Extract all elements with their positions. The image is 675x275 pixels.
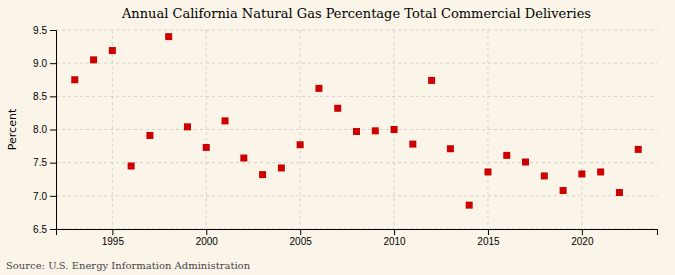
- point: [334, 105, 341, 112]
- point: [522, 159, 529, 166]
- tick-mark: [50, 163, 56, 164]
- point: [372, 127, 379, 134]
- tick: 2000: [196, 229, 219, 247]
- tick: 7.5: [33, 157, 56, 168]
- tick-mark: [394, 229, 395, 235]
- tick: 2020: [571, 229, 594, 247]
- tick-mark: [300, 229, 301, 235]
- y-axis-title: Percent: [6, 108, 19, 150]
- tick: 7.0: [33, 191, 56, 202]
- point: [278, 164, 285, 171]
- point: [635, 146, 642, 153]
- background: [0, 0, 675, 275]
- grid: [56, 30, 657, 229]
- point: [391, 126, 398, 133]
- point: [297, 141, 304, 148]
- point: [484, 168, 491, 175]
- point: [447, 145, 454, 152]
- tick-label: 8.5: [33, 91, 47, 102]
- title: Annual California Natural Gas Percentage…: [121, 6, 591, 21]
- tick-label: 9.5: [33, 25, 47, 36]
- point: [560, 187, 567, 194]
- point: [90, 56, 97, 63]
- tick: 1995: [102, 229, 125, 247]
- grid-line-x: [300, 30, 301, 229]
- tick-mark: [206, 229, 207, 235]
- point: [466, 202, 473, 209]
- grid-line-y: [56, 96, 657, 97]
- tick: 2005: [290, 229, 313, 247]
- tick-label: 2010: [383, 236, 406, 247]
- point: [222, 117, 229, 124]
- tick: 8.0: [33, 124, 56, 135]
- grid-line-y: [56, 195, 657, 196]
- points: [71, 33, 641, 208]
- point: [315, 85, 322, 92]
- axis-line: [50, 31, 57, 230]
- point: [146, 132, 153, 139]
- tick: 9.0: [33, 58, 56, 69]
- tick-label: 7.0: [33, 191, 47, 202]
- point: [428, 77, 435, 84]
- tick-label: 7.5: [33, 157, 47, 168]
- point: [71, 76, 78, 83]
- tick-mark: [488, 229, 489, 235]
- tick-label: 2015: [477, 236, 500, 247]
- tick: 9.5: [33, 25, 56, 36]
- tick-mark: [50, 229, 56, 230]
- tick: 8.5: [33, 91, 56, 102]
- grid-line-x: [487, 30, 488, 229]
- tick-label: 6.5: [33, 224, 47, 235]
- plot-area: 1995 2000 2005 2010 2015 2020 6.5 7.0 7.5 8.0 8.5 9…: [33, 25, 657, 247]
- point: [541, 172, 548, 179]
- tick-mark: [50, 63, 56, 64]
- chart: 1995 2000 2005 2010 2015 2020 6.5 7.0 7.5 8.0 8.5 9…: [0, 0, 675, 275]
- tick-mark: [582, 229, 583, 235]
- point: [109, 47, 116, 54]
- tick: 6.5: [33, 224, 56, 235]
- tick-label: 2005: [290, 236, 313, 247]
- tick-mark: [50, 96, 56, 97]
- point: [597, 168, 604, 175]
- grid-line-x: [206, 30, 207, 229]
- point: [128, 162, 135, 169]
- tick-label: 8.0: [33, 124, 47, 135]
- point: [353, 128, 360, 135]
- tick-mark: [50, 196, 56, 197]
- grid-line-x: [112, 30, 113, 229]
- tick-mark: [112, 229, 113, 235]
- axis-line: [57, 230, 658, 236]
- tick-label: 1995: [102, 236, 125, 247]
- grid-line-x: [581, 30, 582, 229]
- point: [184, 123, 191, 130]
- tick-mark: [50, 30, 56, 31]
- tick-mark: [50, 130, 56, 131]
- tick-label: 2020: [571, 236, 594, 247]
- tick: 2010: [383, 229, 406, 247]
- y-axis: 6.5 7.0 7.5 8.0 8.5 9.0 9.5: [33, 25, 56, 235]
- point: [409, 141, 416, 148]
- point: [165, 33, 172, 40]
- point: [616, 189, 623, 196]
- tick-label: 2000: [196, 236, 219, 247]
- point: [578, 170, 585, 177]
- tick-label: 9.0: [33, 58, 47, 69]
- point: [503, 152, 510, 159]
- source-note: Source: U.S. Energy Information Administ…: [6, 260, 251, 271]
- tick: 2015: [477, 229, 500, 247]
- grid-line-y: [56, 63, 657, 64]
- point: [259, 171, 266, 178]
- point: [203, 144, 210, 151]
- grid-line-y: [56, 162, 657, 163]
- grid-line-y: [56, 30, 657, 31]
- point: [240, 155, 247, 162]
- x-axis: 1995 2000 2005 2010 2015 2020: [57, 229, 658, 247]
